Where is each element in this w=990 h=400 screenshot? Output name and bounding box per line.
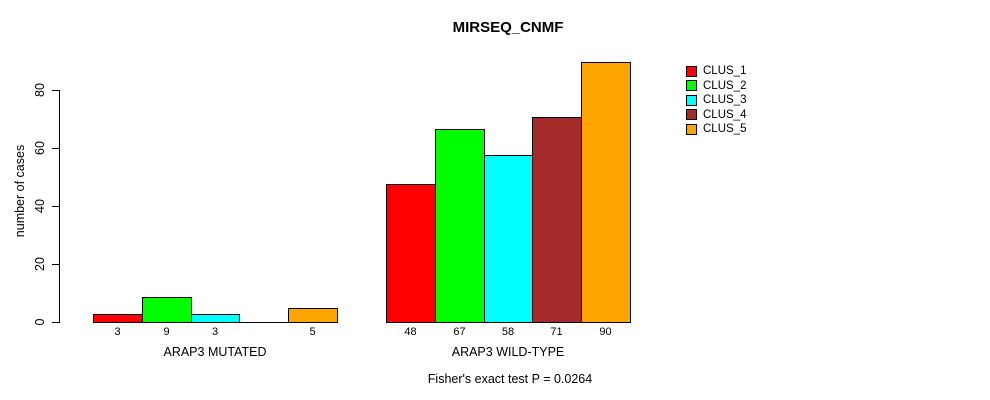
bar-value-label-clus_3-group1: 3 [211,326,219,338]
bar-clus_4-group2 [532,117,582,323]
legend: CLUS_1 CLUS_2 CLUS_3 CLUS_4 CLUS_5 [686,64,746,137]
legend-swatch-clus_2 [686,80,697,92]
y-axis-label: number of cases [13,144,27,238]
bar-clus_1-group1 [93,314,143,323]
legend-swatch-clus_5 [686,123,697,135]
bar-value-label-clus_4-group2: 71 [550,326,563,338]
legend-row-clus_5: CLUS_5 [686,122,746,137]
y-tick-mark-40 [52,206,59,207]
legend-row-clus_1: CLUS_1 [686,64,746,79]
y-axis-line [59,90,60,323]
bar-clus_1-group2 [386,184,436,323]
legend-row-clus_3: CLUS_3 [686,93,746,108]
legend-label-clus_3: CLUS_3 [703,94,747,107]
y-tick-label-0: 0 [33,318,47,326]
chart-title: MIRSEQ_CNMF [452,19,564,36]
legend-row-clus_2: CLUS_2 [686,79,746,94]
y-tick-mark-0 [52,322,59,323]
fisher-test-caption: Fisher's exact test P = 0.0264 [427,372,593,386]
legend-label-clus_1: CLUS_1 [703,65,747,78]
y-tick-label-80: 80 [33,83,47,97]
legend-label-clus_2: CLUS_2 [703,79,747,92]
bar-value-label-clus_2-group1: 9 [163,326,170,338]
bar-clus_3-group2 [484,155,533,323]
bar-clus_5-group1 [288,308,338,323]
bar-value-label-clus_1-group2: 48 [404,326,417,338]
y-tick-label-20: 20 [33,257,47,271]
group-label-wild-type: ARAP3 WILD-TYPE [451,345,565,359]
legend-label-clus_4: CLUS_4 [703,108,747,121]
bar-value-label-clus_2-group2: 67 [453,326,466,338]
legend-row-clus_4: CLUS_4 [686,108,746,123]
bar-value-label-clus_3-group2: 58 [501,326,515,338]
y-tick-mark-60 [52,148,59,149]
bar-value-label-clus_1-group1: 3 [114,326,121,338]
y-tick-mark-20 [52,264,59,265]
bar-clus_5-group2 [581,62,631,323]
bar-value-label-clus_5-group1: 5 [309,326,316,338]
y-tick-label-40: 40 [33,199,47,213]
bar-clus_2-group1 [142,297,192,323]
legend-swatch-clus_1 [686,65,697,77]
legend-swatch-clus_3 [686,94,697,106]
bar-value-label-clus_5-group2: 90 [599,326,612,338]
y-tick-label-60: 60 [33,141,47,155]
bar-clus_3-group1 [191,314,240,323]
y-tick-mark-80 [52,90,59,91]
legend-swatch-clus_4 [686,109,697,121]
legend-label-clus_5: CLUS_5 [703,123,747,136]
group-label-mutated: ARAP3 MUTATED [163,345,267,359]
bar-clus_2-group2 [435,129,485,323]
